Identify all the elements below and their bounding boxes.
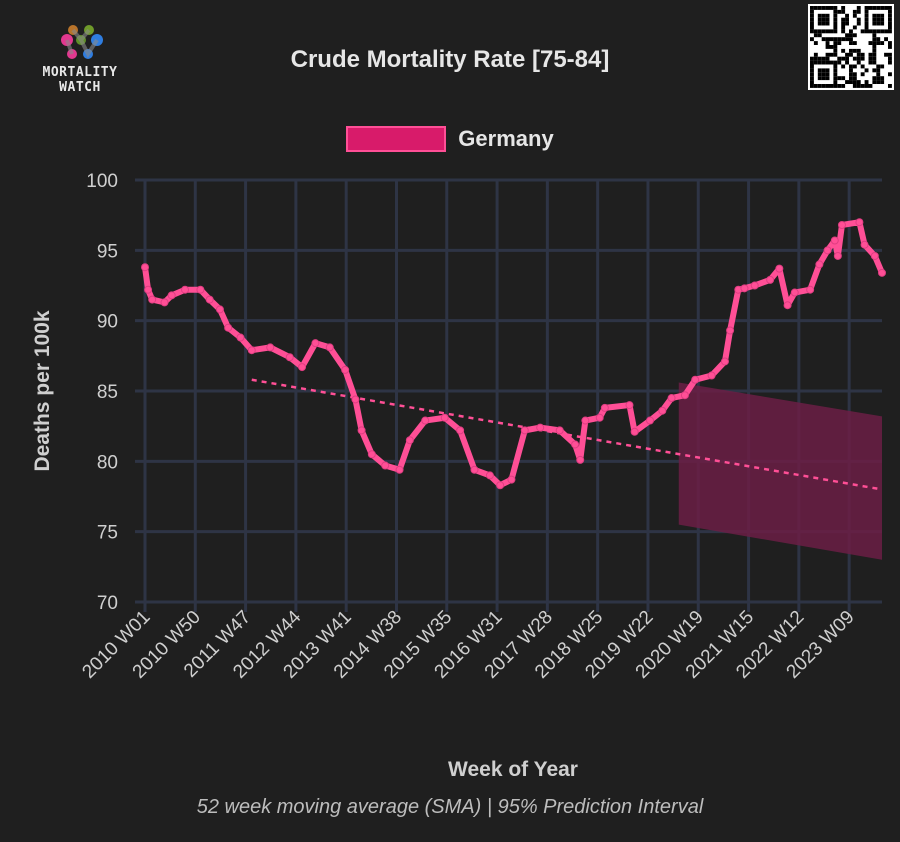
- y-tick-label: 90: [97, 312, 118, 333]
- y-tick-label: 95: [97, 241, 118, 262]
- data-point: [790, 288, 799, 297]
- data-point: [837, 221, 846, 230]
- data-point: [576, 455, 585, 464]
- y-tick-label: 100: [86, 171, 118, 192]
- data-point: [860, 240, 869, 249]
- data-point: [750, 281, 759, 290]
- data-point: [215, 305, 224, 314]
- data-point: [341, 365, 350, 374]
- y-tick-label: 85: [97, 382, 118, 403]
- qr-code[interactable]: [808, 4, 894, 90]
- data-point: [625, 401, 634, 410]
- chart-title: Crude Mortality Rate [75-84]: [290, 46, 610, 73]
- data-point: [247, 346, 256, 355]
- data-point: [870, 251, 879, 260]
- legend-label-germany[interactable]: Germany: [458, 126, 554, 151]
- data-point: [815, 260, 824, 269]
- data-point: [181, 285, 190, 294]
- data-point: [691, 375, 700, 384]
- data-point: [298, 363, 307, 372]
- data-point: [196, 285, 205, 294]
- data-point: [595, 413, 604, 422]
- data-point: [520, 426, 529, 435]
- data-point: [581, 416, 590, 425]
- data-point: [830, 236, 839, 245]
- chart-caption: 52 week moving average (SMA) | 95% Predi…: [196, 796, 704, 818]
- data-point: [456, 426, 465, 435]
- logo-molecule-icon: [61, 25, 103, 59]
- y-tick-label: 70: [97, 593, 118, 614]
- data-point: [440, 413, 449, 422]
- data-point: [141, 263, 149, 272]
- data-point: [167, 291, 176, 300]
- data-point: [160, 298, 169, 307]
- data-point: [600, 403, 609, 412]
- mortality-watch-logo: MORTALITY WATCH: [30, 24, 130, 95]
- data-point: [707, 371, 716, 380]
- data-point: [395, 465, 404, 474]
- data-point: [144, 285, 153, 294]
- data-point: [357, 426, 366, 435]
- data-point: [823, 246, 832, 255]
- data-point: [775, 264, 784, 273]
- data-point: [205, 295, 214, 304]
- data-point: [658, 406, 667, 415]
- data-point: [148, 295, 157, 304]
- data-point: [381, 461, 390, 470]
- data-point: [680, 391, 689, 400]
- data-point: [285, 353, 294, 362]
- data-point: [667, 394, 676, 403]
- y-tick-label: 75: [97, 523, 118, 544]
- data-point: [224, 323, 233, 332]
- prediction-interval-band: [678, 382, 882, 560]
- data-point: [266, 343, 275, 352]
- y-axis-title: Deaths per 100k: [31, 310, 54, 471]
- data-point: [720, 357, 729, 366]
- data-point: [783, 301, 792, 310]
- data-point: [351, 395, 360, 404]
- data-point: [833, 251, 842, 260]
- data-point: [878, 268, 886, 277]
- data-point: [555, 426, 564, 435]
- data-point: [367, 450, 376, 459]
- data-point: [766, 275, 775, 284]
- data-point: [507, 475, 516, 484]
- data-point: [855, 218, 864, 227]
- data-point: [536, 423, 545, 432]
- legend: Germany: [0, 126, 900, 152]
- data-point: [726, 326, 735, 335]
- x-axis-title: Week of Year: [448, 758, 578, 781]
- y-tick-label: 80: [97, 452, 118, 473]
- data-point: [496, 481, 505, 490]
- legend-swatch-germany[interactable]: [346, 126, 447, 152]
- qr-code-icon: [810, 6, 892, 88]
- data-point: [470, 465, 479, 474]
- data-point: [646, 416, 655, 425]
- data-point: [630, 427, 639, 436]
- data-point: [571, 440, 580, 449]
- data-point: [421, 416, 430, 425]
- data-point: [806, 285, 815, 294]
- data-point: [485, 471, 494, 480]
- data-point: [325, 343, 334, 352]
- logo-text-line1: MORTALITY: [42, 65, 118, 80]
- data-point: [236, 333, 245, 342]
- logo-text-line2: WATCH: [59, 80, 101, 95]
- data-point: [405, 436, 414, 445]
- data-point: [311, 339, 320, 348]
- trend-line: [251, 378, 883, 491]
- data-point: [740, 284, 749, 293]
